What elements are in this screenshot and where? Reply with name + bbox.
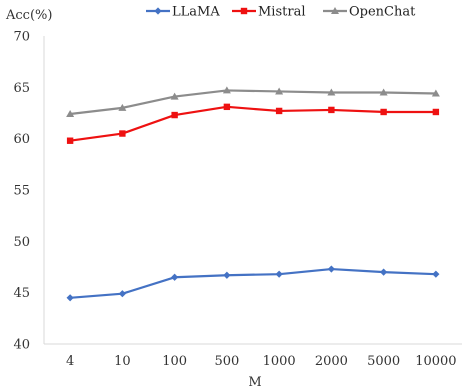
data-point-llama <box>432 270 440 278</box>
legend-marker-openchat <box>331 7 339 14</box>
data-point-mistral <box>119 130 126 137</box>
series-line-llama <box>70 267 436 299</box>
x-tick-label: 2000 <box>315 354 348 369</box>
y-tick-label: 40 <box>13 338 30 353</box>
y-axis-title: Acc(%) <box>5 8 52 23</box>
data-point-llama <box>66 294 74 302</box>
legend-item-llama: LLaMA <box>146 5 220 20</box>
data-point-openchat <box>275 87 284 95</box>
data-point-mistral <box>171 111 178 119</box>
series-line-openchat <box>69 89 436 116</box>
legend: LLaMA Mistral OpenChat <box>146 5 416 20</box>
data-point-mistral <box>223 103 231 111</box>
data-point-llama <box>171 273 179 281</box>
y-tick-label: 45 <box>13 286 30 301</box>
series-openchat <box>66 86 440 118</box>
legend-label-llama: LLaMA <box>172 5 220 20</box>
data-point-llama <box>223 271 231 279</box>
legend-marker-mistral <box>240 7 248 15</box>
data-point-openchat <box>170 92 179 100</box>
data-point-openchat <box>222 86 231 94</box>
data-point-openchat <box>66 110 75 118</box>
data-point-openchat <box>327 88 336 96</box>
data-point-mistral <box>380 108 387 116</box>
x-tick-label: 1000 <box>263 354 296 369</box>
x-tick-label: 4 <box>66 354 74 369</box>
legend-label-mistral: Mistral <box>258 5 306 20</box>
x-tick-label: 100 <box>162 354 187 369</box>
legend-marker-llama <box>154 7 162 15</box>
data-point-llama <box>327 265 335 273</box>
data-point-openchat <box>431 89 440 97</box>
data-point-openchat <box>118 103 127 111</box>
series-layer <box>66 86 440 302</box>
y-axis-ticks: 40 45 50 55 60 65 70 <box>13 30 30 353</box>
y-tick-label: 60 <box>13 132 30 147</box>
y-tick-label: 65 <box>13 81 30 96</box>
x-axis-title: M <box>248 375 261 390</box>
data-point-llama <box>118 290 126 298</box>
y-tick-label: 70 <box>13 30 30 45</box>
y-tick-label: 55 <box>13 184 30 199</box>
x-tick-label: 10 <box>114 354 131 369</box>
legend-item-mistral: Mistral <box>232 5 306 20</box>
x-tick-label: 5000 <box>367 354 400 369</box>
x-tick-label: 500 <box>214 354 239 369</box>
data-point-mistral <box>328 106 335 114</box>
data-point-llama <box>275 270 283 278</box>
legend-label-openchat: OpenChat <box>349 5 416 20</box>
data-point-mistral <box>66 137 74 144</box>
legend-item-openchat: OpenChat <box>323 5 416 20</box>
x-tick-label: 10000 <box>415 354 456 369</box>
data-point-openchat <box>379 88 388 96</box>
data-point-mistral <box>432 108 440 116</box>
series-mistral <box>66 103 440 144</box>
y-tick-label: 50 <box>13 235 30 250</box>
data-point-llama <box>380 268 388 276</box>
series-line-mistral <box>69 105 436 142</box>
series-llama <box>66 265 440 302</box>
x-axis-ticks: 4 10 100 500 1000 2000 5000 10000 <box>66 354 457 369</box>
data-point-mistral <box>275 107 283 115</box>
